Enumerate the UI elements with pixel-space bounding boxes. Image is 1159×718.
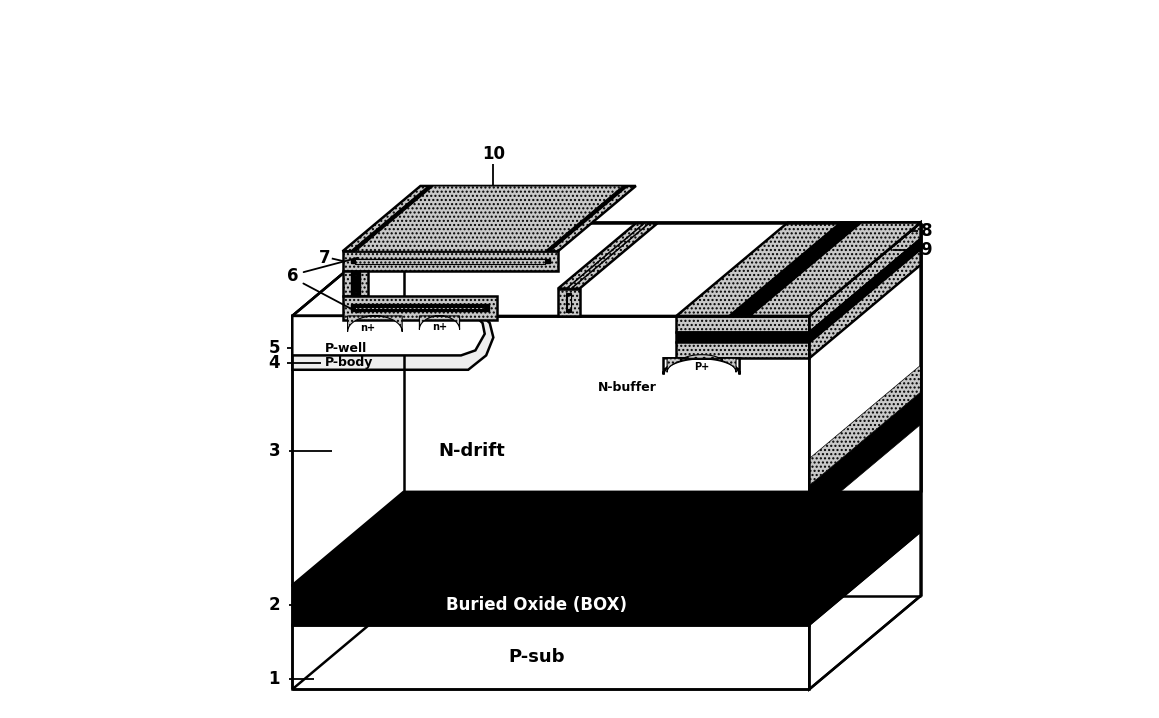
Polygon shape [351,186,628,251]
Polygon shape [292,585,809,625]
Polygon shape [663,358,739,375]
Text: P-well: P-well [325,342,367,355]
Polygon shape [729,223,920,316]
Polygon shape [356,307,484,309]
Polygon shape [809,365,920,485]
Text: 1: 1 [269,669,280,688]
Polygon shape [809,223,920,585]
Polygon shape [566,223,649,289]
Polygon shape [351,304,489,312]
Polygon shape [292,316,484,355]
Polygon shape [351,271,360,296]
Text: 5: 5 [269,339,280,358]
Polygon shape [292,223,920,316]
Polygon shape [343,186,636,251]
Text: 9: 9 [920,241,932,259]
Polygon shape [351,259,549,264]
Polygon shape [567,295,571,309]
Polygon shape [809,239,920,342]
Polygon shape [677,223,920,316]
Polygon shape [677,332,809,342]
Text: 6: 6 [286,267,298,286]
Text: n+: n+ [360,323,376,333]
Text: 3: 3 [269,442,280,460]
Polygon shape [343,296,497,320]
Polygon shape [809,392,920,518]
Polygon shape [292,316,809,585]
Polygon shape [680,355,722,362]
Polygon shape [356,186,624,251]
Polygon shape [292,492,920,585]
Polygon shape [677,316,809,332]
Polygon shape [677,342,809,358]
Text: 8: 8 [920,222,932,241]
Text: N-buffer: N-buffer [597,381,656,393]
Polygon shape [356,258,545,264]
Text: 10: 10 [482,144,505,163]
Polygon shape [343,251,557,271]
Text: 7: 7 [319,249,330,268]
Text: 4: 4 [269,353,280,372]
Polygon shape [292,316,494,370]
Polygon shape [348,316,402,332]
Text: N-drift: N-drift [438,442,505,460]
Text: Buried Oxide (BOX): Buried Oxide (BOX) [446,596,627,614]
Polygon shape [809,492,920,625]
Polygon shape [809,249,920,358]
Polygon shape [566,293,571,312]
Text: P-body: P-body [325,356,373,369]
Polygon shape [809,223,920,332]
Text: P-sub: P-sub [508,648,564,666]
Polygon shape [557,289,580,316]
Polygon shape [292,625,809,689]
Polygon shape [292,531,920,625]
Polygon shape [567,223,649,289]
Polygon shape [420,316,460,330]
Polygon shape [557,223,657,289]
Text: 2: 2 [269,596,280,614]
Polygon shape [668,358,736,372]
Text: P+: P+ [694,362,709,372]
Polygon shape [809,531,920,689]
Text: n+: n+ [432,322,447,332]
Polygon shape [292,223,920,316]
Polygon shape [750,223,920,316]
Polygon shape [343,271,369,296]
